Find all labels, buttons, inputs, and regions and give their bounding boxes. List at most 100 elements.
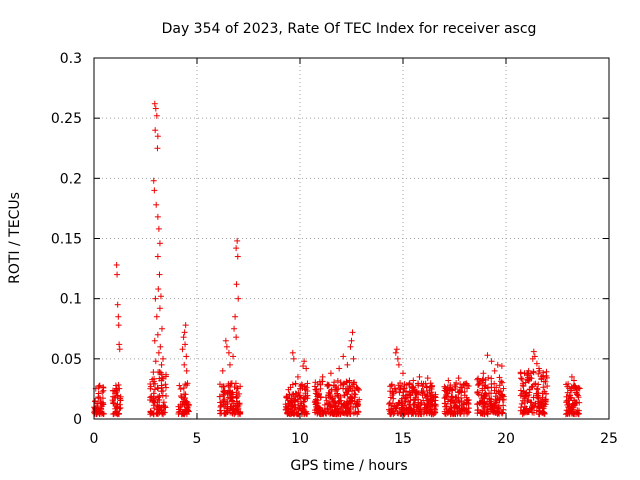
data-point (233, 334, 240, 341)
data-point (182, 341, 189, 348)
data-point (498, 378, 505, 385)
data-point (455, 389, 462, 396)
data-point (461, 381, 468, 388)
data-point (224, 405, 231, 412)
data-point (226, 361, 233, 368)
data-point (341, 410, 348, 417)
data-point (99, 388, 106, 395)
data-point (329, 395, 336, 402)
data-point (479, 400, 486, 407)
data-point (416, 409, 423, 416)
data-point (229, 398, 236, 405)
data-point (331, 408, 338, 415)
data-point (177, 386, 184, 393)
data-point (345, 388, 352, 395)
data-point (340, 401, 347, 408)
data-point (518, 376, 525, 383)
x-tick-label: 0 (90, 431, 99, 447)
data-point (350, 355, 357, 362)
data-point (231, 325, 238, 332)
data-point (116, 346, 123, 353)
data-point (393, 346, 400, 353)
data-point (223, 409, 230, 416)
data-point (476, 378, 483, 385)
data-point (476, 399, 483, 406)
data-point (415, 396, 422, 403)
data-point (352, 409, 359, 416)
data-point (397, 386, 404, 393)
data-point (228, 380, 235, 387)
data-point (441, 408, 448, 415)
data-point (282, 406, 289, 413)
data-point (151, 187, 158, 194)
data-point (230, 353, 237, 360)
data-point (426, 387, 433, 394)
data-point (528, 405, 535, 412)
data-point (229, 391, 236, 398)
data-point (539, 409, 546, 416)
data-point (227, 394, 234, 401)
data-point (535, 381, 542, 388)
x-tick-label: 15 (394, 431, 412, 447)
data-point (488, 390, 495, 397)
data-point (463, 394, 470, 401)
data-point (451, 399, 458, 406)
data-point (491, 380, 498, 387)
data-point (160, 355, 167, 362)
data-point (563, 381, 570, 388)
data-point (152, 358, 159, 365)
data-point (488, 401, 495, 408)
data-point (519, 411, 526, 418)
data-point (156, 403, 163, 410)
data-point (237, 410, 244, 417)
data-point (156, 271, 163, 278)
data-point (92, 398, 99, 405)
data-point (464, 410, 471, 417)
data-point (465, 405, 472, 412)
data-point (313, 386, 320, 393)
data-point (528, 399, 535, 406)
data-point (568, 384, 575, 391)
data-point (570, 377, 577, 384)
data-point (150, 380, 157, 387)
data-point (100, 401, 107, 408)
data-point (115, 381, 122, 388)
data-point (292, 380, 299, 387)
data-point (177, 393, 184, 400)
data-point (428, 395, 435, 402)
data-point (234, 237, 241, 244)
data-point (563, 397, 570, 404)
data-point (520, 388, 527, 395)
data-point (430, 411, 437, 418)
data-point (394, 355, 401, 362)
data-point (157, 343, 164, 350)
data-point (481, 382, 488, 389)
data-point (444, 390, 451, 397)
data-point (147, 408, 154, 415)
data-point (422, 380, 429, 387)
data-point (162, 373, 169, 380)
data-point (354, 385, 361, 392)
data-point (447, 382, 454, 389)
data-point (535, 370, 542, 377)
data-point (351, 390, 358, 397)
data-point (334, 377, 341, 384)
data-point (156, 240, 163, 247)
data-point (152, 295, 159, 302)
data-point (418, 399, 425, 406)
data-point (456, 399, 463, 406)
data-point (529, 404, 536, 411)
data-point (319, 373, 326, 380)
data-point (413, 410, 420, 417)
data-point (347, 405, 354, 412)
data-point (333, 411, 340, 418)
data-point (313, 405, 320, 412)
data-point (423, 384, 430, 391)
data-point (115, 313, 122, 320)
data-point (533, 360, 540, 367)
x-tick-label: 25 (600, 431, 618, 447)
data-point (113, 261, 120, 268)
data-point (402, 405, 409, 412)
y-tick-label: 0.05 (51, 352, 82, 368)
data-point (161, 404, 168, 411)
